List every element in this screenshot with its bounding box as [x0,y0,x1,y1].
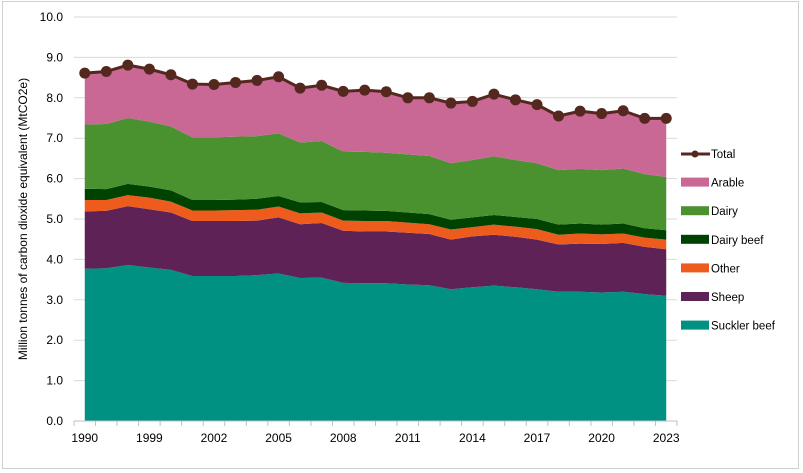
total-marker [186,78,198,90]
total-marker [423,92,435,104]
y-tick-label: 7.0 [46,131,63,145]
total-marker [122,59,134,71]
x-tick-label: 2008 [330,431,357,445]
area-other [84,195,667,250]
x-tick-label: 2023 [653,431,680,445]
legend: Total Arable Dairy Dairy beef Other Sheep Suck… [681,149,776,333]
legend-label-dairy-beef: Dairy beef [711,235,764,247]
area-dairy-beef [84,183,667,240]
total-marker [359,84,371,96]
total-marker [208,78,220,90]
legend-label-total: Total [711,149,735,161]
total-marker [100,66,112,78]
total-marker [660,112,672,124]
total-marker [574,105,586,117]
total-marker [380,86,392,98]
total-marker [230,76,242,88]
legend-swatch-suckler-beef [681,320,709,330]
total-marker [294,82,306,94]
total-marker [316,79,328,91]
total-marker [402,92,414,104]
area-sheep [84,206,667,296]
legend-label-arable: Arable [711,178,744,190]
x-tick-label: 2014 [459,431,486,445]
y-tick-label: 1.0 [46,374,63,388]
total-marker [531,99,543,111]
x-tick-label: 1999 [136,431,163,445]
legend-swatch-arable [681,177,709,187]
total-marker [617,105,629,117]
legend-label-other: Other [711,263,740,275]
legend-swatch-other [681,263,709,273]
y-tick-label: 2.0 [46,333,63,347]
x-tick-label: 2020 [588,431,615,445]
axes: 0.0 1.0 2.0 3.0 4.0 5.0 6.0 7.0 8.0 9.0 10.0 1990 19… [40,10,680,445]
total-marker [596,108,608,120]
total-marker [639,112,651,124]
y-tick-label: 6.0 [46,172,63,186]
area-dairy [84,118,667,231]
legend-swatch-dairy [681,206,709,216]
total-marker [143,63,155,75]
y-tick-label: 0.0 [46,414,63,428]
legend-marker-total [691,150,699,158]
total-marker [553,110,565,122]
total-marker [251,74,263,86]
area-arable [84,65,667,177]
x-tick-label: 1990 [71,431,98,445]
total-marker [445,97,457,109]
total-marker [509,94,521,106]
y-tick-label: 9.0 [46,50,63,64]
x-tick-label: 2017 [524,431,551,445]
y-tick-label: 5.0 [46,212,63,226]
legend-label-dairy: Dairy [711,206,738,218]
y-axis-label: Million tonnes of carbon dioxide equival… [16,78,30,360]
total-marker [466,95,478,107]
x-tick-label: 2002 [201,431,228,445]
legend-label-sheep: Sheep [711,292,744,304]
legend-label-suckler-beef: Suckler beef [711,321,776,333]
total-marker [488,88,500,100]
y-tick-label: 10.0 [40,10,64,24]
total-line-path [84,63,667,120]
y-tick-label: 4.0 [46,252,63,266]
area-series [84,65,667,421]
x-tick-label: 2011 [395,431,421,445]
total-marker [79,67,91,79]
y-tick-label: 8.0 [46,91,63,105]
area-suckler-beef [84,265,667,421]
total-line [79,59,672,124]
y-tick-label: 3.0 [46,293,63,307]
total-marker [273,71,285,83]
total-marker [337,85,349,97]
x-tick-label: 2005 [265,431,292,445]
legend-swatch-dairy-beef [681,234,709,244]
legend-swatch-sheep [681,292,709,301]
total-marker [165,69,177,81]
